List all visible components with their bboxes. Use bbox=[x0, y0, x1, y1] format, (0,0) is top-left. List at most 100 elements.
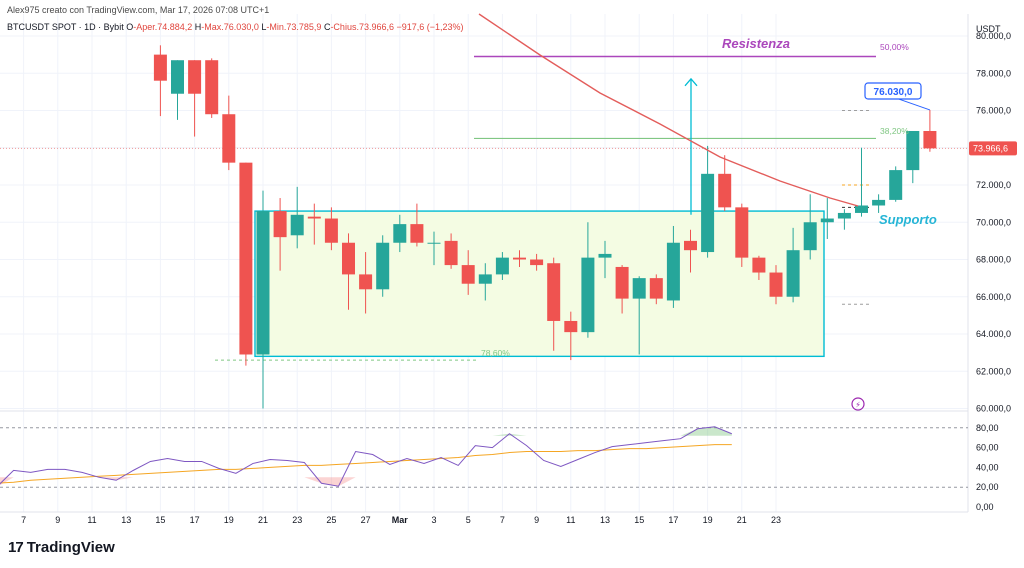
candle-body bbox=[444, 240, 458, 266]
candle-body bbox=[153, 54, 167, 81]
ohlc-legend: BTCUSDT SPOT · 1D · Bybit O-Aper.74.884,… bbox=[7, 22, 464, 33]
time-tick-label: Mar bbox=[392, 515, 409, 525]
candle-body bbox=[632, 278, 646, 299]
candle-body bbox=[478, 274, 492, 284]
candle-body bbox=[530, 259, 544, 266]
candle-body bbox=[513, 257, 526, 260]
candle-body bbox=[649, 278, 663, 299]
price-tick-label: 80.000,0 bbox=[976, 31, 1011, 41]
fib-786-label: 78,60% bbox=[481, 348, 510, 358]
close-value: -Chius.73.966,6 bbox=[330, 22, 394, 32]
price-tick-label: 72.000,0 bbox=[976, 180, 1011, 190]
time-tick-label: 3 bbox=[431, 515, 436, 525]
candle-body bbox=[290, 214, 304, 236]
candle-body bbox=[359, 274, 373, 290]
time-tick-label: 21 bbox=[258, 515, 268, 525]
time-tick-label: 17 bbox=[668, 515, 678, 525]
time-tick-label: 7 bbox=[21, 515, 26, 525]
candle-body bbox=[889, 170, 903, 200]
candle-body bbox=[701, 173, 715, 253]
candles-layer bbox=[153, 45, 937, 409]
candle-body bbox=[461, 265, 475, 284]
fib-382-label: 38,20% bbox=[880, 126, 909, 136]
candle-body bbox=[786, 250, 800, 297]
candle-body bbox=[393, 224, 407, 243]
candle-body bbox=[598, 253, 612, 258]
candle-body bbox=[872, 199, 886, 206]
brand-name: TradingView bbox=[26, 539, 115, 556]
low-value: -Min.73.785,9 bbox=[266, 22, 322, 32]
moving-average-layer bbox=[478, 13, 859, 207]
price-axis[interactable]: USDT80.000,078.000,076.000,074.000,072.0… bbox=[969, 24, 1017, 512]
rsi-ma-line bbox=[0, 444, 732, 484]
symbol-label[interactable]: BTCUSDT SPOT · 1D · Bybit bbox=[7, 22, 124, 32]
candle-body bbox=[564, 320, 578, 333]
price-tick-label: 62.000,0 bbox=[976, 366, 1011, 376]
rsi-tick-label: 0,00 bbox=[976, 502, 994, 512]
candle-body bbox=[547, 263, 561, 321]
moving-average-line bbox=[478, 13, 859, 207]
price-tick-label: 60.000,0 bbox=[976, 404, 1011, 414]
candle-body bbox=[837, 212, 851, 219]
rsi-line bbox=[0, 426, 732, 487]
candle-body bbox=[171, 60, 184, 94]
time-tick-label: 17 bbox=[190, 515, 200, 525]
target-arrow-head bbox=[684, 77, 698, 87]
candle-body bbox=[205, 60, 219, 115]
candle-body bbox=[273, 211, 287, 238]
support-label: Supporto bbox=[879, 212, 937, 227]
time-tick-label: 23 bbox=[292, 515, 302, 525]
candle-body bbox=[222, 114, 236, 163]
annotation-layer bbox=[0, 55, 968, 361]
time-tick-label: 21 bbox=[737, 515, 747, 525]
fib-50-label: 50,00% bbox=[880, 42, 909, 52]
price-tick-label: 70.000,0 bbox=[976, 217, 1011, 227]
candle-body bbox=[752, 257, 766, 273]
candle-body bbox=[615, 266, 629, 299]
candle-body bbox=[581, 257, 595, 333]
time-tick-label: 5 bbox=[466, 515, 471, 525]
open-value: -Aper.74.884,2 bbox=[133, 22, 193, 32]
candle-body bbox=[256, 211, 270, 355]
high-label: H bbox=[194, 22, 202, 32]
chart-creator-text: Alex975 creato con TradingView.com, Mar … bbox=[7, 5, 270, 15]
time-axis[interactable]: 729Feb3579111315171921232527Mar357911131… bbox=[0, 515, 781, 525]
low-label: L bbox=[261, 22, 267, 32]
rsi-tick-label: 80,00 bbox=[976, 423, 999, 433]
candle-body bbox=[427, 242, 441, 244]
candle-body bbox=[376, 242, 390, 290]
price-tick-label: 66.000,0 bbox=[976, 292, 1011, 302]
tradingview-brand[interactable]: 17 TradingView bbox=[8, 539, 115, 556]
annotation-text-layer: Resistenza Supporto 50,00% 38,20% 78,60% 76.0… bbox=[481, 36, 937, 411]
price-callout-text: 76.030,0 bbox=[874, 87, 913, 98]
last-price-text: 73.966,6 bbox=[973, 143, 1008, 153]
candle-body bbox=[342, 242, 355, 275]
time-tick-label: 25 bbox=[326, 515, 336, 525]
candle-body bbox=[684, 240, 697, 251]
time-tick-label: 15 bbox=[155, 515, 165, 525]
candle-body bbox=[324, 218, 338, 243]
candle-body bbox=[718, 173, 732, 208]
time-tick-label: 19 bbox=[703, 515, 713, 525]
change-value: −917,6 (−1,23%) bbox=[396, 22, 464, 32]
time-tick-label: 9 bbox=[534, 515, 539, 525]
lightning-glyph: ⚡ bbox=[855, 401, 861, 410]
time-tick-label: 13 bbox=[121, 515, 131, 525]
candle-body bbox=[495, 257, 509, 275]
last-price-badge bbox=[969, 141, 1017, 156]
time-tick-label: 11 bbox=[566, 515, 575, 525]
candle-body bbox=[923, 130, 937, 149]
rsi-tick-label: 20,00 bbox=[976, 482, 999, 492]
time-tick-label: 19 bbox=[224, 515, 234, 525]
candle-body bbox=[769, 272, 783, 297]
currency-label: USDT bbox=[976, 24, 1001, 34]
tradingview-logo-icon: 17 bbox=[8, 539, 24, 556]
price-tick-label: 78.000,0 bbox=[976, 68, 1011, 78]
price-callout-box bbox=[864, 82, 922, 100]
rsi-tick-label: 40,00 bbox=[976, 462, 999, 472]
time-tick-label: 9 bbox=[55, 515, 60, 525]
candle-body bbox=[855, 205, 868, 213]
open-label: O bbox=[126, 22, 134, 32]
candle-body bbox=[239, 162, 253, 355]
